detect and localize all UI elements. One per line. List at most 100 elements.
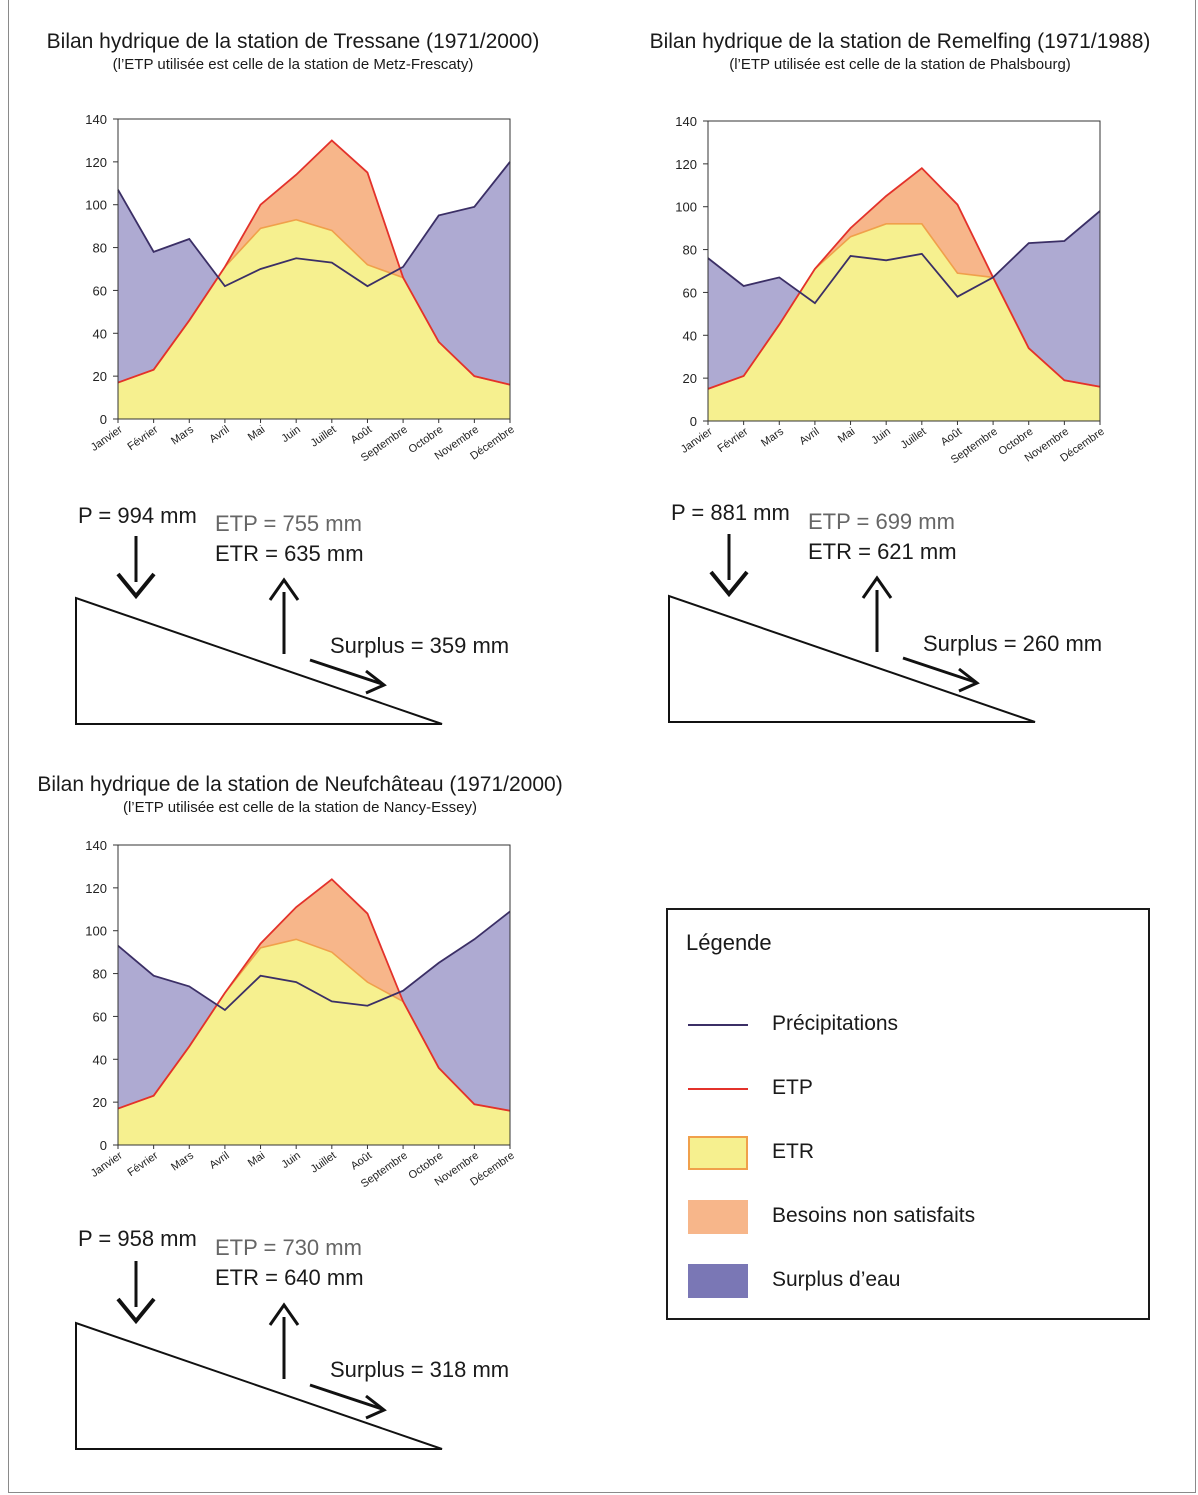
precipitation-total: P = 994 mm: [78, 503, 197, 528]
slope-triangle: [75, 1321, 443, 1450]
chart-title: Bilan hydrique de la station de Tressane…: [46, 30, 540, 53]
precipitation-arrow-icon: [709, 534, 749, 598]
etr-area: [708, 223, 1100, 421]
x-tick-label: Mars: [169, 1149, 196, 1173]
evapotranspiration-arrow-icon: [268, 1302, 300, 1379]
x-tick-label: Juillet: [309, 424, 339, 450]
chart-title: Bilan hydrique de la station de Neufchât…: [37, 773, 563, 796]
precipitation-line-swatch: [688, 1024, 748, 1026]
runoff-arrow-icon: [309, 658, 387, 695]
runoff-arrow-icon: [309, 1383, 387, 1420]
etr-total: ETR = 635 mm: [215, 541, 364, 566]
etp-total: ETP = 755 mm: [215, 511, 362, 536]
etr-total: ETR = 640 mm: [215, 1265, 364, 1290]
chart-subtitle: (l’ETP utilisée est celle de la station …: [729, 56, 1071, 73]
legend-item-surplus: Surplus d’eau: [688, 1262, 1128, 1302]
water-balance-chart-neufchateau: 0 20 40 60 80 100 120 140 Janvier Février Mars Avri…: [85, 838, 516, 1190]
x-tick-label: Février: [125, 423, 160, 453]
y-tick-label: 140: [675, 114, 697, 129]
y-tick-label: 120: [675, 157, 697, 172]
y-tick-label: 0: [100, 1138, 107, 1153]
x-tick-label: Avril: [207, 424, 231, 446]
precipitation-total: P = 881 mm: [671, 500, 790, 525]
y-tick-label: 140: [85, 112, 107, 127]
y-tick-label: 40: [93, 1052, 107, 1067]
precipitation-line: [117, 910, 511, 1012]
unmet-needs-area: [708, 168, 1100, 389]
slope-triangle: [668, 594, 1036, 723]
etp-total: ETP = 699 mm: [808, 509, 955, 534]
y-tick-label: 120: [85, 155, 107, 170]
x-tick-label: Mai: [246, 424, 267, 444]
legend-item-deficit: Besoins non satisfaits: [688, 1198, 1128, 1238]
legend: Légende Précipitations ETP ETR Besoins n…: [666, 908, 1150, 1320]
y-tick-label: 60: [93, 1009, 107, 1024]
legend-label: Surplus d’eau: [772, 1268, 901, 1291]
y-tick-label: 120: [85, 881, 107, 896]
precipitation-line: [117, 161, 511, 288]
x-tick-label: Mai: [836, 426, 857, 446]
evapotranspiration-arrow-icon: [861, 575, 893, 652]
etp-line-swatch: [688, 1088, 748, 1090]
x-tick-label: Juin: [279, 1150, 302, 1171]
etp-total: ETP = 730 mm: [215, 1235, 362, 1260]
y-tick-label: 140: [85, 838, 107, 853]
x-tick-label: Mars: [169, 423, 196, 447]
y-tick-label: 80: [683, 243, 697, 258]
surplus-total: Surplus = 260 mm: [923, 631, 1103, 656]
x-tick-label: Janvier: [679, 425, 715, 455]
unmet-needs-area: [118, 140, 510, 385]
surplus-total: Surplus = 318 mm: [330, 1357, 510, 1382]
etr-total: ETR = 621 mm: [808, 539, 957, 564]
runoff-arrow-icon: [902, 656, 980, 693]
water-balance-chart-tressane: 0 20 40 60 80 100 120 140 Janvier Février Mars Avri…: [85, 112, 516, 464]
y-tick-label: 0: [100, 412, 107, 427]
evapotranspiration-arrow-icon: [268, 577, 300, 654]
chart-subtitle: (l’ETP utilisée est celle de la station …: [122, 799, 478, 816]
x-tick-label: Juin: [869, 426, 892, 447]
y-tick-label: 0: [690, 414, 697, 429]
x-tick-label: Avril: [207, 1150, 231, 1172]
precipitation-arrow-icon: [116, 536, 156, 600]
legend-label: Besoins non satisfaits: [772, 1204, 976, 1227]
precipitation-arrow-icon: [116, 1261, 156, 1325]
unmet-needs-area: [118, 879, 510, 1111]
plot-frame: [117, 118, 511, 420]
x-tick-label: Juillet: [309, 1150, 339, 1176]
x-tick-label: Janvier: [89, 423, 125, 453]
y-tick-label: 60: [93, 283, 107, 298]
x-tick-label: Juillet: [899, 426, 929, 452]
etp-line: [707, 166, 1101, 390]
legend-item-etr: ETR: [688, 1134, 1128, 1174]
plot-frame: [707, 120, 1101, 422]
precipitation-total: P = 958 mm: [78, 1226, 197, 1251]
etr-area: [118, 939, 510, 1145]
precipitation-line: [707, 210, 1101, 305]
y-tick-label: 80: [93, 241, 107, 256]
legend-label: Précipitations: [772, 1012, 899, 1035]
x-tick-label: Février: [715, 425, 750, 455]
legend-title: Légende: [686, 930, 772, 955]
balance-schema: [668, 534, 1036, 723]
x-tick-label: Février: [125, 1149, 160, 1179]
y-tick-label: 60: [683, 285, 697, 300]
plot-frame: [117, 844, 511, 1146]
y-tick-label: 20: [93, 1095, 107, 1110]
y-tick-label: 100: [85, 198, 107, 213]
x-tick-label: Août: [349, 1150, 374, 1173]
legend-item-precipitations: Précipitations: [688, 1006, 1128, 1046]
x-tick-label: Avril: [797, 426, 821, 448]
y-tick-label: 40: [683, 328, 697, 343]
water-balance-chart-remelfing: 0 20 40 60 80 100 120 140 Janvier Février Mars Avri…: [675, 114, 1106, 466]
legend-label: ETR: [772, 1140, 814, 1163]
x-tick-label: Août: [349, 424, 374, 447]
y-tick-label: 40: [93, 326, 107, 341]
surplus-total: Surplus = 359 mm: [330, 633, 510, 658]
etp-line: [117, 139, 511, 386]
x-tick-label: Juin: [279, 424, 302, 445]
x-tick-label: Mars: [759, 425, 786, 449]
y-tick-label: 100: [85, 924, 107, 939]
x-tick-label: Janvier: [89, 1149, 125, 1179]
chart-subtitle: (l’ETP utilisée est celle de la station …: [112, 56, 474, 73]
chart-title: Bilan hydrique de la station de Remelfin…: [649, 30, 1151, 53]
